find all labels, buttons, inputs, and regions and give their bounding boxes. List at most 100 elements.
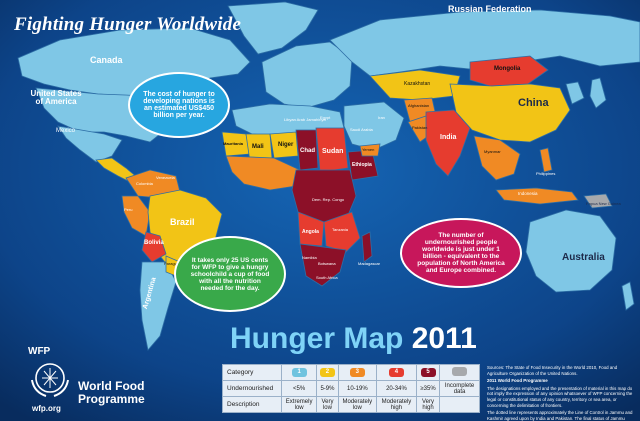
region-west-africa <box>225 155 301 191</box>
label-peru: Peru <box>124 207 133 212</box>
wfp-logo <box>31 363 69 397</box>
label-mali: Mali <box>252 144 264 150</box>
label-colombia: Colombia <box>136 181 153 186</box>
label-brazil: Brazil <box>170 217 195 227</box>
source-line: Sources: The State of Food Insecurity in… <box>487 365 618 376</box>
label-congo: Dem. Rep. Congo <box>312 197 345 202</box>
label-australia: Australia <box>562 252 605 263</box>
label-afghanistan: Afghanistan <box>408 103 430 108</box>
poster-title: Fighting Hunger Worldwide <box>14 14 242 35</box>
region-bolivia <box>141 231 167 263</box>
hunger-map-year: 2011 <box>411 322 477 355</box>
source-line: 2011 World Food Programme <box>487 378 548 384</box>
region-japan <box>589 77 607 109</box>
region-australia <box>525 209 617 293</box>
source-line: The designations employed and the presen… <box>487 385 633 408</box>
region-sudan <box>315 127 349 173</box>
label-sudan: Sudan <box>322 148 344 155</box>
region-middle-east <box>343 101 405 151</box>
bubble-cents-text: It takes only 25 US cents for WFP to giv… <box>190 256 270 292</box>
label-mexico: Mexico <box>56 128 76 134</box>
legend-cell: 20-34% <box>375 380 417 397</box>
bubble-25-cents: It takes only 25 US cents for WFP to giv… <box>174 236 286 312</box>
legend-row-label: Undernourished <box>222 380 282 397</box>
legend-swatch: 3 <box>349 368 365 377</box>
label-india: India <box>440 134 457 141</box>
legend-cell: Moderately low <box>337 396 377 413</box>
label-venezuela: Venezuela <box>156 175 175 180</box>
legend-cell: 5-9% <box>316 380 339 397</box>
legend-cell: Very low <box>316 396 339 413</box>
bubble-undernourished: The number of undernourished people worl… <box>400 218 522 288</box>
legend-swatch: 1 <box>291 368 307 377</box>
legend-cell: 10-19% <box>337 380 377 397</box>
region-korea-japan <box>565 81 585 105</box>
legend-cell <box>439 396 480 413</box>
label-south-africa: South Africa <box>316 275 338 280</box>
region-new-zealand <box>621 281 635 311</box>
label-kazakhstan: Kazakhstan <box>404 81 431 87</box>
label-bolivia: Bolivia <box>144 240 164 246</box>
label-philippines: Philippines <box>536 171 556 176</box>
label-chad: Chad <box>300 148 315 154</box>
region-southern-africa <box>299 243 347 287</box>
wfp-url[interactable]: wfp.org <box>32 404 61 413</box>
legend-table: Category 1 2 3 4 5 Undernourished <5% 5-… <box>222 364 480 413</box>
label-mongolia: Mongolia <box>494 66 521 72</box>
legend-cell: 2 <box>316 364 339 381</box>
region-philippines <box>539 147 553 173</box>
bubble-cost-of-hunger: The cost of hunger to developing nations… <box>128 72 230 138</box>
region-madagascar <box>361 231 373 263</box>
label-tanzania: Tanzania <box>332 227 349 232</box>
legend-row-category: Category 1 2 3 4 5 <box>222 364 480 381</box>
legend-cell: 1 <box>280 364 318 381</box>
label-libya: Libyan Arab Jamahiriya <box>284 117 326 122</box>
region-china <box>449 83 571 143</box>
legend-swatch: 5 <box>420 368 436 377</box>
region-niger <box>269 131 299 159</box>
legend-cell: ≥35% <box>415 380 441 397</box>
legend-cell: Incomplete data <box>439 380 480 397</box>
region-chad <box>295 129 319 171</box>
label-png: Papua New Guinea <box>586 201 621 206</box>
source-line: The dotted line represents approximately… <box>487 410 633 421</box>
label-canada: Canada <box>90 55 123 65</box>
legend-cell: 4 <box>375 364 417 381</box>
legend-row-label: Description <box>222 396 282 413</box>
region-indonesia <box>495 187 579 205</box>
region-east-africa <box>323 211 361 253</box>
hunger-map-heading: Hunger Map 2011 <box>230 322 477 356</box>
label-pakistan: Pakistan <box>412 125 428 130</box>
legend-swatch <box>452 367 468 376</box>
wfp-name: World Food Programme <box>78 379 145 406</box>
legend-cell: 3 <box>337 364 377 381</box>
region-greenland <box>227 1 319 55</box>
hunger-map-main: Hunger Map <box>230 322 404 355</box>
label-mauritania: Mauritania <box>223 141 244 146</box>
label-yemen: Yemen <box>362 147 375 152</box>
label-usa: United States of America <box>30 89 82 106</box>
label-indonesia: Indonesia <box>518 191 538 196</box>
label-egypt: Egypt <box>320 115 331 120</box>
label-russia: Russian Federation <box>448 4 532 14</box>
bubble-undernourished-text: The number of undernourished people worl… <box>417 232 505 274</box>
region-yemen <box>359 143 381 157</box>
label-saudi: Saudi Arabia <box>350 127 373 132</box>
legend-cell: 5 <box>415 364 441 381</box>
label-iran: Iran <box>378 115 385 120</box>
legend-cell: Moderately high <box>375 396 417 413</box>
legend-swatch: 2 <box>319 368 335 377</box>
legend-row-label: Category <box>222 364 282 381</box>
bubble-cost-text: The cost of hunger to developing nations… <box>143 91 215 119</box>
label-namibia: Namibia <box>302 255 317 260</box>
region-angola <box>297 211 325 247</box>
legend-cell: Very high <box>415 396 441 413</box>
label-botswana: Botswana <box>318 261 336 266</box>
wfp-abbr: WFP <box>28 346 51 357</box>
label-madagascar: Madagascar <box>358 261 381 266</box>
label-ethiopia: Ethiopia <box>352 162 372 168</box>
region-png <box>583 193 613 209</box>
legend-row-description: Description Extremely low Very low Moder… <box>222 396 480 413</box>
